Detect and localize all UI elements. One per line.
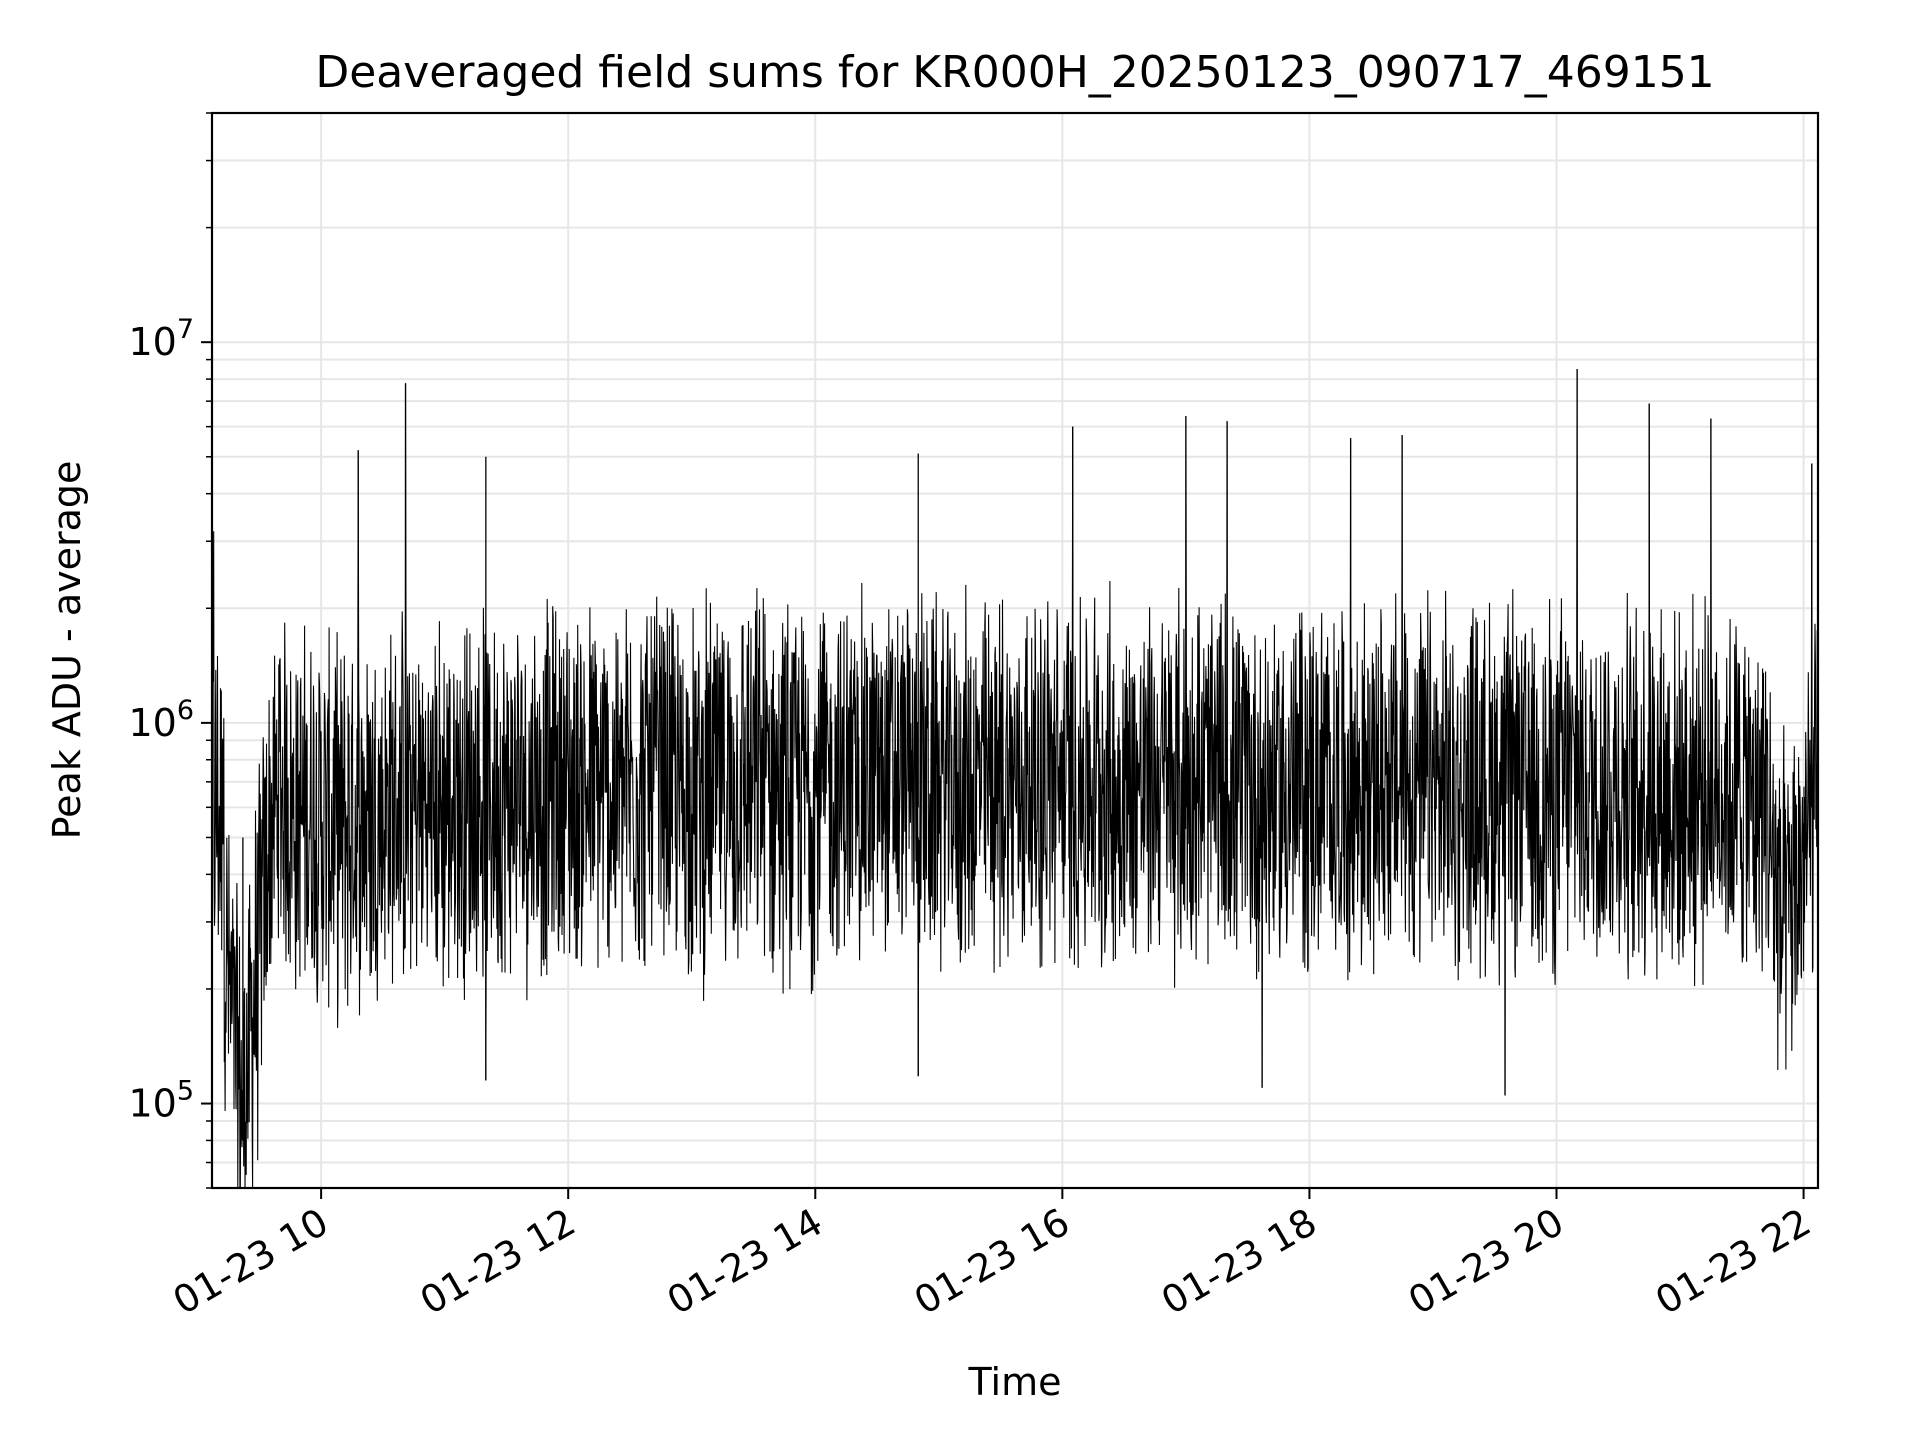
x-axis-label: Time	[968, 1360, 1062, 1404]
chart-title: Deaveraged field sums for KR000H_2025012…	[315, 47, 1714, 98]
y-tick-label: 105	[128, 1076, 194, 1126]
y-tick-label: 107	[128, 314, 194, 364]
series-line	[211, 160, 1819, 1189]
y-axis: 105 106 107	[128, 112, 212, 1189]
y-axis-label: Peak ADU - average	[45, 461, 89, 840]
plot-frame	[210, 111, 1820, 1190]
y-tick-label: 106	[128, 695, 194, 745]
